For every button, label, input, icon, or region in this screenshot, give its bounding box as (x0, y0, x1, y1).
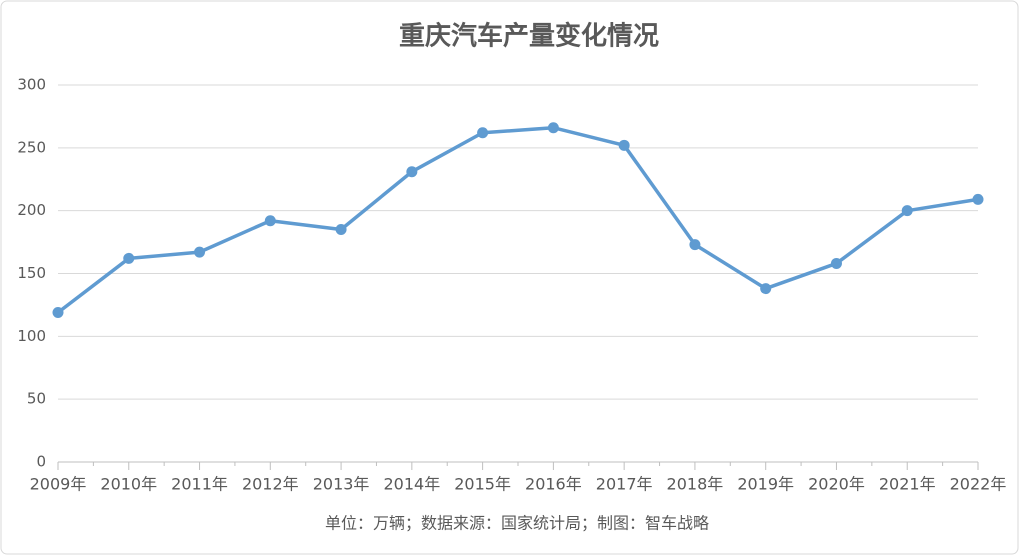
data-point (972, 193, 984, 205)
data-point (477, 127, 489, 139)
x-tick-label: 2014年 (383, 475, 440, 494)
y-tick-label: 150 (17, 264, 46, 282)
data-point (618, 139, 630, 151)
data-point (123, 252, 135, 264)
x-tick-label: 2021年 (879, 475, 936, 494)
chart-note: 单位：万辆；数据来源：国家统计局；制图：智车战略 (325, 514, 709, 533)
y-tick-label: 50 (27, 390, 46, 408)
data-point (264, 215, 276, 227)
data-point (52, 306, 64, 318)
x-tick-label: 2016年 (525, 475, 582, 494)
data-point (760, 283, 772, 295)
x-tick-label: 2013年 (313, 475, 370, 494)
x-tick-label: 2012年 (242, 475, 299, 494)
data-point (547, 122, 559, 134)
y-tick-label: 0 (36, 453, 46, 471)
x-tick-label: 2022年 (950, 475, 1007, 494)
x-tick-label: 2019年 (737, 475, 794, 494)
y-tick-label: 300 (17, 76, 46, 94)
x-tick-label: 2010年 (100, 475, 157, 494)
data-point (901, 205, 913, 217)
data-point (194, 246, 206, 258)
x-tick-label: 2009年 (30, 475, 87, 494)
data-point (335, 224, 347, 236)
y-tick-label: 250 (17, 138, 46, 156)
x-tick-label: 2020年 (808, 475, 865, 494)
data-point (406, 166, 418, 178)
x-tick-label: 2011年 (171, 475, 228, 494)
y-tick-label: 200 (17, 201, 46, 219)
data-point (689, 239, 701, 251)
chart-title: 重庆汽车产量变化情况 (399, 21, 659, 52)
x-tick-label: 2015年 (454, 475, 511, 494)
data-line (56, 125, 979, 314)
x-tick-label: 2018年 (667, 475, 724, 494)
x-tick-label: 2017年 (596, 475, 653, 494)
y-tick-label: 100 (17, 327, 46, 345)
data-point (830, 257, 842, 269)
